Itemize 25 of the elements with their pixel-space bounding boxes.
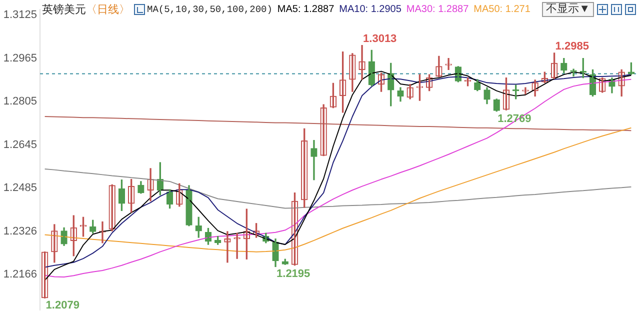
text: MA5: 1.2887 xyxy=(277,4,334,14)
annotation: 1.3013 xyxy=(363,32,397,45)
candlestick xyxy=(445,58,452,70)
candlestick xyxy=(416,74,424,101)
y-tick-label: 1.3125 xyxy=(3,9,37,22)
y-tick-label: 1.2645 xyxy=(3,138,37,151)
annotation: 不显示▼ xyxy=(542,2,594,16)
y-tick-label: 1.2485 xyxy=(3,182,37,194)
text: MA30: 1.2887 xyxy=(406,4,469,14)
candlestick xyxy=(522,87,529,94)
annotation: 1.2079 xyxy=(46,300,80,312)
y-tick-label: 1.2166 xyxy=(3,268,37,281)
y-tick-label: 1.2965 xyxy=(3,52,37,64)
candlestick xyxy=(570,68,577,77)
y-tick-label: 1.2805 xyxy=(3,96,37,108)
text: MA50: 1.271 xyxy=(474,4,530,14)
text: MA10: 1.2905 xyxy=(339,4,402,14)
annotation: MA(5,10,30,50,100,200) xyxy=(147,4,272,14)
y-tick-label: 1.2326 xyxy=(3,225,37,238)
annotation: 1.2985 xyxy=(555,40,589,52)
chart-title: 英镑美元 xyxy=(42,2,86,16)
candlestick xyxy=(628,62,635,75)
annotation: 1.2195 xyxy=(276,268,310,280)
candlestick xyxy=(282,258,288,265)
chart-subtitle: 〈日线〉 xyxy=(86,2,130,16)
